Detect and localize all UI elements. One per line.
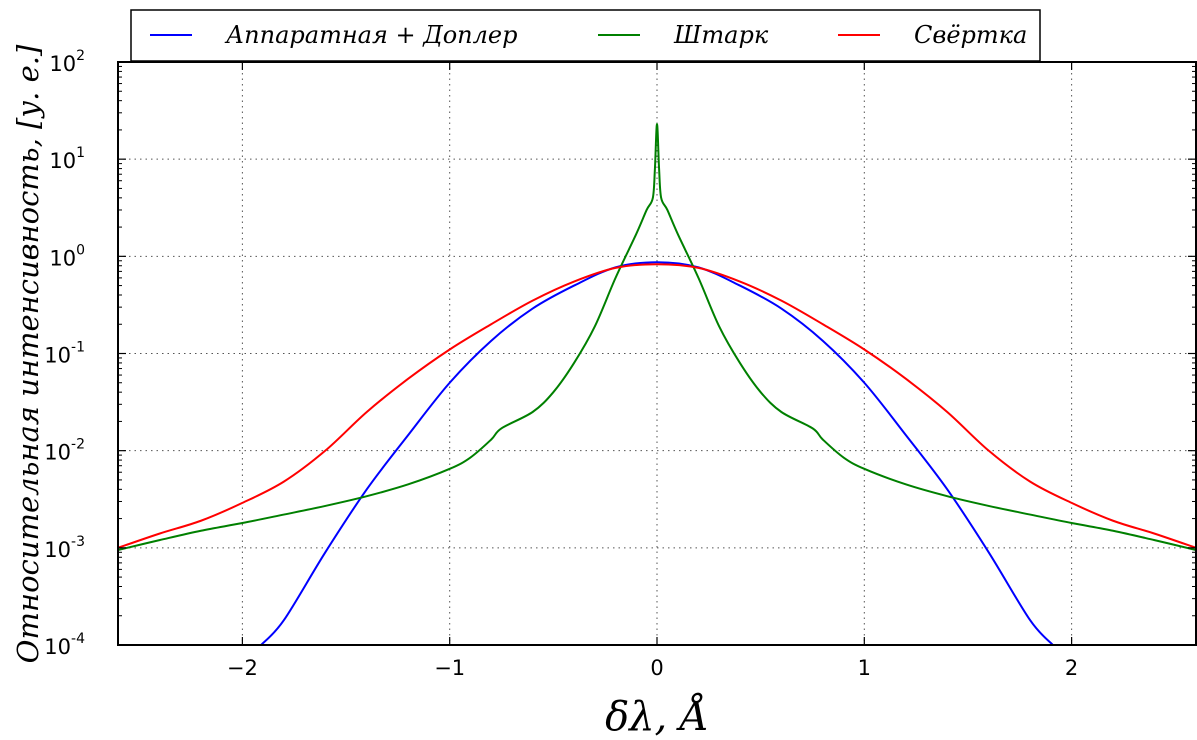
x-axis-title: δλ, Å	[605, 693, 709, 740]
legend-label: Свёртка	[914, 21, 1027, 49]
y-tick-label: 100	[49, 242, 85, 270]
grid	[118, 62, 1196, 645]
x-tick-labels: −2 −1 0 1 2	[227, 656, 1078, 680]
legend-entry: Свёртка	[838, 21, 1027, 49]
x-tick-label: −1	[434, 656, 465, 680]
axis-ticks	[118, 61, 1196, 646]
legend-box	[130, 9, 1041, 62]
legend-entry: Аппаратная + Доплер	[150, 21, 517, 49]
x-tick-label: 2	[1065, 656, 1078, 680]
series-line-2	[118, 123, 1196, 551]
y-tick-labels: 10-4 10-3 10-2 10-1 100 101 102	[44, 48, 85, 659]
x-tick-label: 0	[650, 656, 663, 680]
legend-label: Штарк	[673, 21, 769, 49]
y-tick-label: 102	[49, 48, 85, 76]
legend-entry: Штарк	[598, 21, 769, 49]
y-tick-label: 10-4	[44, 631, 85, 659]
y-tick-label: 10-3	[44, 534, 85, 562]
series-line-1	[260, 261, 1054, 645]
legend-label: Аппаратная + Доплер	[224, 21, 517, 49]
legend: Аппаратная + Доплер Штарк Свёртка	[130, 9, 1041, 62]
x-tick-label: −2	[227, 656, 258, 680]
series-line-3	[118, 263, 1196, 549]
y-tick-label: 10-2	[44, 437, 85, 465]
series-lines	[118, 123, 1196, 645]
x-tick-label: 1	[858, 656, 871, 680]
y-tick-label: 10-1	[44, 340, 85, 368]
y-axis-title: Относительная интенсивность, [у. е.]	[11, 44, 45, 663]
y-tick-label: 101	[49, 145, 85, 173]
